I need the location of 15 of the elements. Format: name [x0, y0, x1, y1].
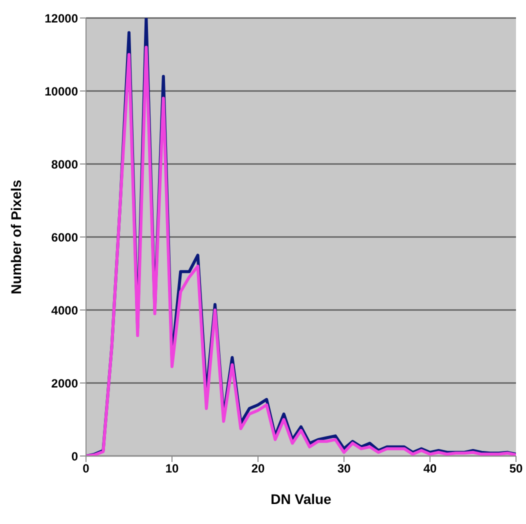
y-tick-label: 12000	[44, 11, 78, 26]
y-tick-label: 4000	[51, 303, 78, 318]
y-axis-title: Number of Pixels	[8, 180, 24, 294]
x-tick-label: 30	[337, 462, 351, 476]
x-axis-title: DN Value	[270, 491, 332, 507]
y-tick-label: 6000	[51, 230, 78, 244]
x-tick-label: 20	[251, 462, 265, 476]
x-tick-label: 40	[423, 462, 437, 476]
x-tick-label: 0	[82, 462, 90, 476]
y-tick-label: 0	[71, 449, 78, 464]
y-tick-label: 10000	[44, 84, 78, 98]
y-tick-label: 8000	[51, 157, 78, 172]
x-tick-label: 50	[509, 462, 523, 476]
y-tick-label: 2000	[51, 376, 78, 390]
x-tick-label: 10	[165, 462, 179, 476]
